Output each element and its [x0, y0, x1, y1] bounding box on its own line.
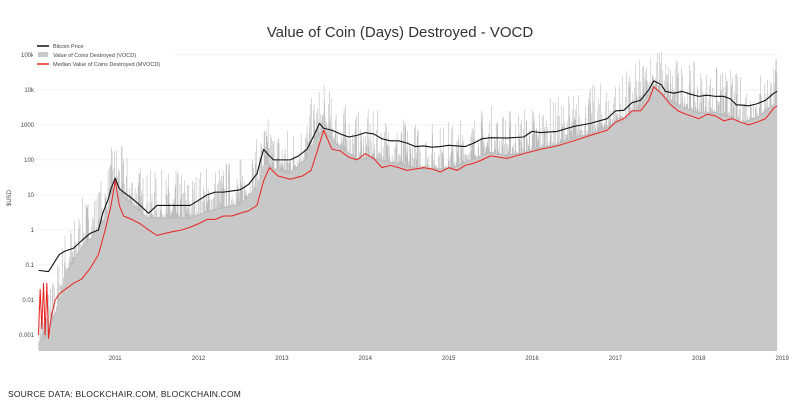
- mvocd-series: [38, 86, 778, 339]
- x-tick-label: 2016: [525, 356, 539, 362]
- x-tick-label: 2013: [275, 356, 289, 362]
- x-tick-label: 2017: [609, 356, 623, 362]
- legend-label-vocd: Value of Coins Destroyed (VOCD): [53, 53, 136, 59]
- x-tick-label: 2015: [442, 356, 456, 362]
- y-axis-ticks: 100k 10k 1000 100 10 1 0.1 0.01 0.001: [19, 53, 35, 339]
- y-tick-label: 100k: [21, 53, 35, 59]
- legend-background: [33, 40, 175, 69]
- y-tick-label: 100: [24, 158, 35, 164]
- legend-label-mvocd: Median Value of Coins Destroyed (MVOCD): [53, 62, 160, 68]
- vocd-area: [38, 87, 778, 351]
- x-tick-label: 2019: [775, 356, 789, 362]
- y-tick-label: 0.001: [19, 333, 35, 339]
- y-axis-label: $USD: [7, 189, 13, 206]
- x-tick-label: 2011: [109, 356, 123, 362]
- mvocd-line: [38, 86, 778, 339]
- legend: Bitcoin Price Value of Coins Destroyed (…: [33, 40, 175, 69]
- y-tick-label: 1000: [21, 123, 35, 129]
- bitcoin-price-series: [38, 80, 778, 273]
- x-axis-ticks: 2011 2012 2013 2014 2015 2016 2017 2018 2019: [109, 356, 790, 362]
- x-tick-label: 2012: [192, 356, 206, 362]
- y-tick-label: 10k: [24, 88, 35, 94]
- x-tick-label: 2018: [692, 356, 706, 362]
- bitcoin-price-line: [38, 80, 778, 273]
- legend-swatch-vocd: [38, 52, 48, 57]
- vocd-series: [38, 52, 778, 351]
- source-note: SOURCE DATA: BLOCKCHAIR.COM, BLOCKCHAIN.…: [8, 389, 242, 399]
- chart-title: Value of Coin (Days) Destroyed - VOCD: [267, 24, 534, 41]
- legend-label-price: Bitcoin Price: [53, 44, 84, 50]
- x-tick-label: 2014: [359, 356, 373, 362]
- y-tick-label: 0.1: [26, 263, 35, 269]
- y-tick-label: 1: [31, 228, 35, 234]
- y-tick-label: 10: [27, 193, 34, 199]
- y-tick-label: 0.01: [22, 298, 34, 304]
